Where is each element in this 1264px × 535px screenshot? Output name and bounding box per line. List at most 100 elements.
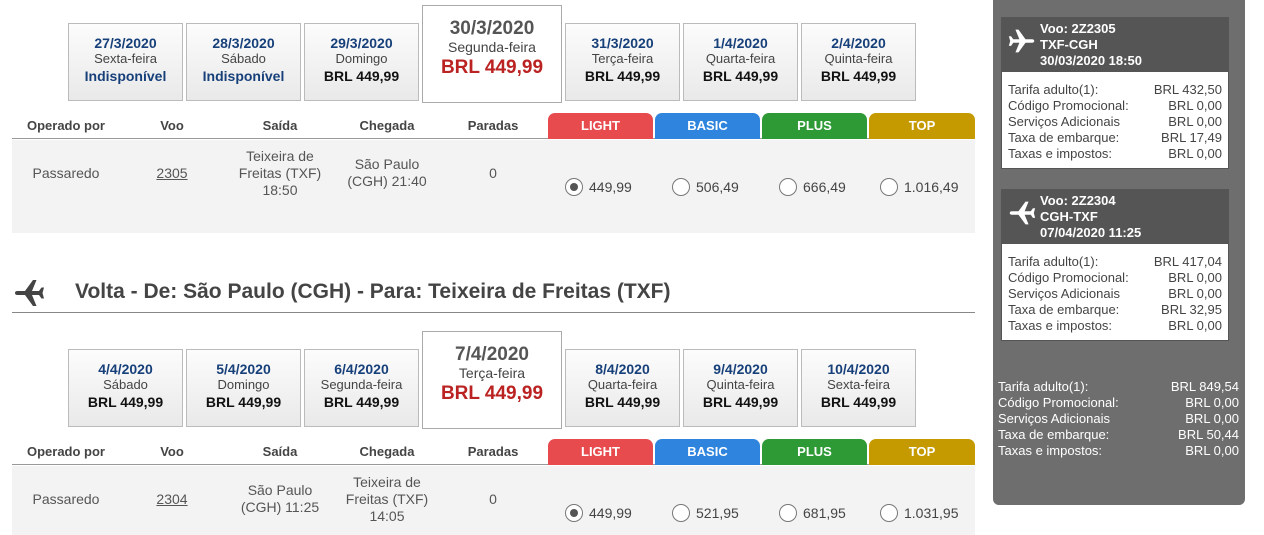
date-label: 28/3/2020 (212, 35, 275, 51)
departure-info: São Paulo (CGH) 11:25 (240, 482, 320, 515)
date-card-selected[interactable]: 30/3/2020 Segunda-feira BRL 449,99 (422, 5, 562, 103)
date-card[interactable]: 5/4/2020 Domingo BRL 449,99 (186, 349, 301, 427)
price-label: Código Promocional: (1008, 98, 1129, 113)
total-row: Código Promocional: BRL 0,00 (998, 395, 1239, 411)
total-row: Taxa de embarque: BRL 50,44 (998, 427, 1239, 443)
price-label: BRL 449,99 (820, 394, 897, 410)
price-label: Indisponível (202, 68, 285, 84)
arrival-info: São Paulo (CGH) 21:40 (347, 156, 427, 189)
fare-radio-top[interactable]: 1.031,95 (880, 504, 959, 522)
price-row: Taxas e impostos: BRL 0,00 (1008, 318, 1222, 334)
price-value: BRL 417,04 (1153, 254, 1222, 269)
airplane-icon (13, 277, 45, 309)
header-departure: Saída (262, 444, 298, 459)
price-label: BRL 449,99 (323, 394, 400, 410)
price-row: Taxa de embarque: BRL 32,95 (1008, 302, 1222, 318)
booking-summary-sidebar: Voo: 2Z2305 TXF-CGH 30/03/2020 18:50 Tar… (993, 0, 1245, 505)
radio-button[interactable] (880, 504, 898, 522)
flight-number-link[interactable]: 2305 (156, 165, 188, 181)
radio-button[interactable] (672, 178, 690, 196)
fare-tab-plus[interactable]: PLUS (762, 439, 867, 465)
weekday-label: Sexta-feira (94, 51, 157, 66)
weekday-label: Sábado (103, 377, 148, 392)
fare-tab-light[interactable]: LIGHT (548, 439, 653, 465)
radio-button[interactable] (672, 504, 690, 522)
fare-radio-light[interactable]: 449,99 (565, 178, 632, 196)
flight-summary-card: Voo: 2Z2304 CGH-TXF 07/04/2020 11:25 Tar… (1001, 189, 1229, 341)
date-card[interactable]: 2/4/2020 Quinta-feira BRL 449,99 (801, 23, 916, 101)
total-label: Tarifa adulto(1): (998, 379, 1089, 394)
total-row: Taxas e impostos: BRL 0,00 (998, 443, 1239, 459)
date-label: 31/3/2020 (591, 35, 654, 51)
fare-tab-light[interactable]: LIGHT (548, 113, 653, 139)
fare-radio-basic[interactable]: 506,49 (672, 178, 739, 196)
date-card[interactable]: 1/4/2020 Quarta-feira BRL 449,99 (683, 23, 798, 101)
price-label: Serviços Adicionais (1008, 286, 1120, 301)
price-value: BRL 0,00 (1168, 98, 1222, 113)
flight-route: CGH-TXF (1040, 209, 1098, 224)
fare-tab-basic[interactable]: BASIC (655, 439, 760, 465)
fare-radio-light[interactable]: 449,99 (565, 504, 632, 522)
total-value: BRL 849,54 (1170, 379, 1239, 394)
fare-tab-basic[interactable]: BASIC (655, 113, 760, 139)
inbound-date-strip: 4/4/2020 Sábado BRL 449,99 5/4/2020 Domi… (0, 331, 990, 431)
flight-number-link[interactable]: 2304 (156, 491, 188, 507)
weekday-label: Segunda-feira (320, 377, 403, 392)
flight-summary-card: Voo: 2Z2305 TXF-CGH 30/03/2020 18:50 Tar… (1001, 17, 1229, 169)
date-card[interactable]: 27/3/2020 Sexta-feira Indisponível (68, 23, 183, 101)
fare-radio-plus[interactable]: 681,95 (779, 504, 846, 522)
radio-button[interactable] (565, 178, 583, 196)
weekday-label: Quarta-feira (705, 51, 776, 66)
header-operator: Operado por (26, 118, 105, 133)
date-card[interactable]: 6/4/2020 Segunda-feira BRL 449,99 (304, 349, 419, 427)
fare-price: 681,95 (803, 505, 846, 521)
price-label: BRL 449,99 (584, 68, 661, 84)
weekday-label: Quinta-feira (824, 51, 893, 66)
stops-count: 0 (489, 491, 497, 507)
fare-radio-top[interactable]: 1.016,49 (880, 178, 959, 196)
date-card[interactable]: 9/4/2020 Quinta-feira BRL 449,99 (683, 349, 798, 427)
fare-price: 521,95 (696, 505, 739, 521)
flight-datetime: 30/03/2020 18:50 (1040, 53, 1142, 68)
flight-summary-body: Tarifa adulto(1): BRL 417,04 Código Promo… (1002, 244, 1228, 340)
price-value: BRL 0,00 (1168, 318, 1222, 333)
weekday-label: Terça-feira (458, 365, 526, 381)
airplane-icon (1008, 27, 1036, 60)
fare-radio-plus[interactable]: 666,49 (779, 178, 846, 196)
radio-button[interactable] (565, 504, 583, 522)
date-card[interactable]: 8/4/2020 Quarta-feira BRL 449,99 (565, 349, 680, 427)
radio-button[interactable] (779, 178, 797, 196)
date-card-selected[interactable]: 7/4/2020 Terça-feira BRL 449,99 (422, 331, 562, 429)
price-row: Código Promocional: BRL 0,00 (1008, 270, 1222, 286)
total-value: BRL 50,44 (1178, 427, 1239, 442)
fare-price: 506,49 (696, 179, 739, 195)
price-label: Serviços Adicionais (1008, 114, 1120, 129)
price-row: Serviços Adicionais BRL 0,00 (1008, 286, 1222, 302)
return-section-title: Volta - De: São Paulo (CGH) - Para: Teix… (75, 280, 671, 303)
fare-tab-top[interactable]: TOP (869, 439, 975, 465)
fare-tab-plus[interactable]: PLUS (762, 113, 867, 139)
flight-summary-header: Voo: 2Z2304 CGH-TXF 07/04/2020 11:25 (1002, 190, 1228, 244)
fare-radio-basic[interactable]: 521,95 (672, 504, 739, 522)
date-card[interactable]: 28/3/2020 Sábado Indisponível (186, 23, 301, 101)
date-card[interactable]: 10/4/2020 Sexta-feira BRL 449,99 (801, 349, 916, 427)
radio-button[interactable] (880, 178, 898, 196)
price-row: Taxa de embarque: BRL 17,49 (1008, 130, 1222, 146)
operator-name: Passaredo (32, 491, 100, 507)
price-label: BRL 449,99 (440, 57, 544, 78)
date-card[interactable]: 31/3/2020 Terça-feira BRL 449,99 (565, 23, 680, 101)
weekday-label: Sexta-feira (827, 377, 890, 392)
radio-button[interactable] (779, 504, 797, 522)
date-card[interactable]: 4/4/2020 Sábado BRL 449,99 (68, 349, 183, 427)
header-stops: Paradas (467, 118, 519, 133)
date-label: 5/4/2020 (216, 361, 271, 377)
fare-price: 1.016,49 (904, 179, 959, 195)
price-value: BRL 0,00 (1168, 270, 1222, 285)
fare-tab-top[interactable]: TOP (869, 113, 975, 139)
date-card[interactable]: 29/3/2020 Domingo BRL 449,99 (304, 23, 419, 101)
price-totals: Tarifa adulto(1): BRL 849,54 Código Promo… (998, 379, 1239, 459)
price-label: Indisponível (84, 68, 167, 84)
fare-price: 1.031,95 (904, 505, 959, 521)
arrival-info: Teixeira de Freitas (TXF) 14:05 (345, 474, 429, 524)
price-value: BRL 0,00 (1168, 146, 1222, 161)
